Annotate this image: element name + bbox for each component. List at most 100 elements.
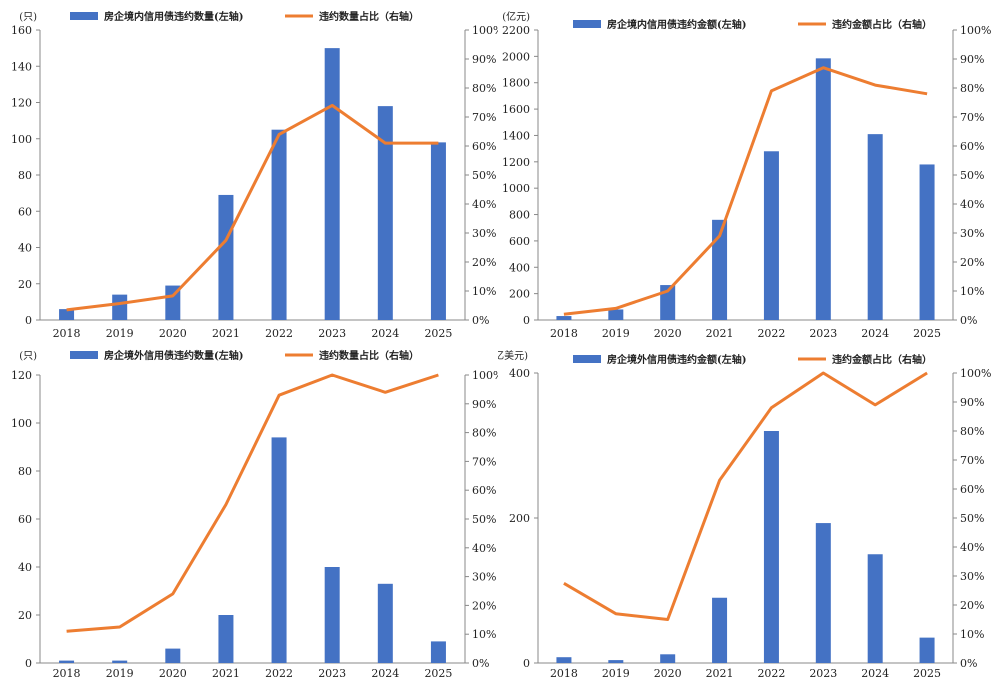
x-tick-label: 2020 [654,667,682,680]
left-tick-label: 800 [509,209,530,222]
left-tick-label: 0 [523,657,530,670]
right-tick-label: 0% [472,657,489,670]
right-tick-label: 90% [960,53,984,66]
x-tick-label: 2020 [159,667,187,680]
bar [112,294,128,320]
right-tick-label: 30% [472,571,496,584]
x-tick-label: 2020 [159,327,187,340]
left-tick-label: 60 [18,513,32,526]
bar [271,437,287,663]
right-tick-label: 60% [472,484,496,497]
right-tick-label: 20% [472,599,496,612]
x-tick-label: 2019 [106,667,134,680]
left-tick-label: 100 [11,417,32,430]
left-tick-label: 400 [509,367,530,380]
right-tick-label: 30% [960,227,984,240]
right-tick-label: 0% [960,657,977,670]
chart-domestic-amount: 0 200 400 600 800 1000 1200 1400 1600 1800 2000 220… [502,10,991,340]
x-tick-label: 2023 [809,667,837,680]
right-tick-label: 60% [960,140,984,153]
right-tick-label: 20% [472,256,496,269]
right-tick-label: 50% [472,513,496,526]
left-tick-label: 120 [11,369,32,382]
left-tick-label: 1000 [502,182,530,195]
x-tick-label: 2024 [371,327,399,340]
right-tick-label: 10% [472,628,496,641]
left-tick-label: 60 [18,205,32,218]
bar [815,58,831,320]
left-tick-label: 20 [18,609,32,622]
right-tick-label: 80% [472,82,496,95]
x-tick-label: 2018 [53,327,81,340]
legend-bar-swatch [70,351,98,359]
right-tick-label: 60% [472,140,496,153]
series-line [563,371,928,621]
series-line [563,66,928,316]
right-tick-label: 10% [472,285,496,298]
left-tick-label: 40 [18,242,32,255]
left-tick-label: 200 [509,512,530,525]
x-tick-label: 2025 [913,667,941,680]
bar [919,164,935,320]
bar [556,657,572,663]
chart-domestic-count: 0 20 40 60 80 100 120 140 160 0% 10% 20% 30% 40% 50% 60… [11,10,498,340]
left-tick-label: 160 [11,24,32,37]
x-tick-label: 2023 [318,327,346,340]
bar [919,637,935,663]
right-tick-label: 100% [472,24,498,37]
x-tick-label: 2022 [757,667,785,680]
bar [763,151,779,320]
right-tick-label: 70% [472,455,496,468]
left-axis-unit: (只) [19,12,37,23]
legend-bar-label: 房企境外信用债违约金额(左轴) [607,353,746,366]
left-axis-unit: (亿元) [502,10,530,23]
bar [59,660,75,663]
x-tick-label: 2022 [757,327,785,340]
bar [430,142,446,320]
bar [867,554,883,663]
x-tick-label: 2023 [809,327,837,340]
chart-overseas-amount: 0 200 400 0% 10% 20% 30% 40% 50% 60% 70% 80% 90% 100%… [498,349,991,680]
legend-bar-label: 房企境外信用债违约数量(左轴) [104,349,243,362]
right-tick-label: 0% [472,314,489,327]
x-tick-label: 2020 [654,327,682,340]
left-tick-label: 0 [25,314,32,327]
left-tick-label: 1200 [502,156,530,169]
left-tick-label: 1600 [502,103,530,116]
legend-bar-swatch [573,355,601,363]
x-tick-label: 2018 [550,667,578,680]
legend-line-label: 违约数量占比（右轴） [319,349,419,362]
x-tick-label: 2019 [602,667,630,680]
legend-bar-swatch [70,12,98,20]
bar [59,309,75,320]
bar [430,641,446,663]
bar [165,285,181,320]
right-tick-label: 50% [960,512,984,525]
legend-line-label: 违约数量占比（右轴） [319,10,419,23]
bar [165,648,181,663]
x-tick-label: 2018 [53,667,81,680]
x-tick-label: 2022 [265,667,293,680]
left-tick-label: 140 [11,60,32,73]
right-tick-label: 40% [960,198,984,211]
right-tick-label: 40% [472,542,496,555]
x-tick-label: 2025 [424,327,452,340]
right-tick-label: 20% [960,599,984,612]
right-tick-label: 0% [960,314,977,327]
bar [712,219,728,320]
left-tick-label: 120 [11,97,32,110]
right-tick-label: 50% [472,169,496,182]
left-tick-label: 400 [509,261,530,274]
right-tick-label: 90% [960,396,984,409]
left-axis-unit: (亿美元) [498,349,528,362]
bar [218,194,234,320]
right-tick-label: 70% [960,111,984,124]
bar [712,597,728,663]
x-tick-label: 2019 [602,327,630,340]
bar [556,316,572,320]
left-tick-label: 80 [18,169,32,182]
x-tick-label: 2021 [706,327,734,340]
x-tick-label: 2021 [212,667,240,680]
bar [660,654,676,663]
bar [763,431,779,663]
